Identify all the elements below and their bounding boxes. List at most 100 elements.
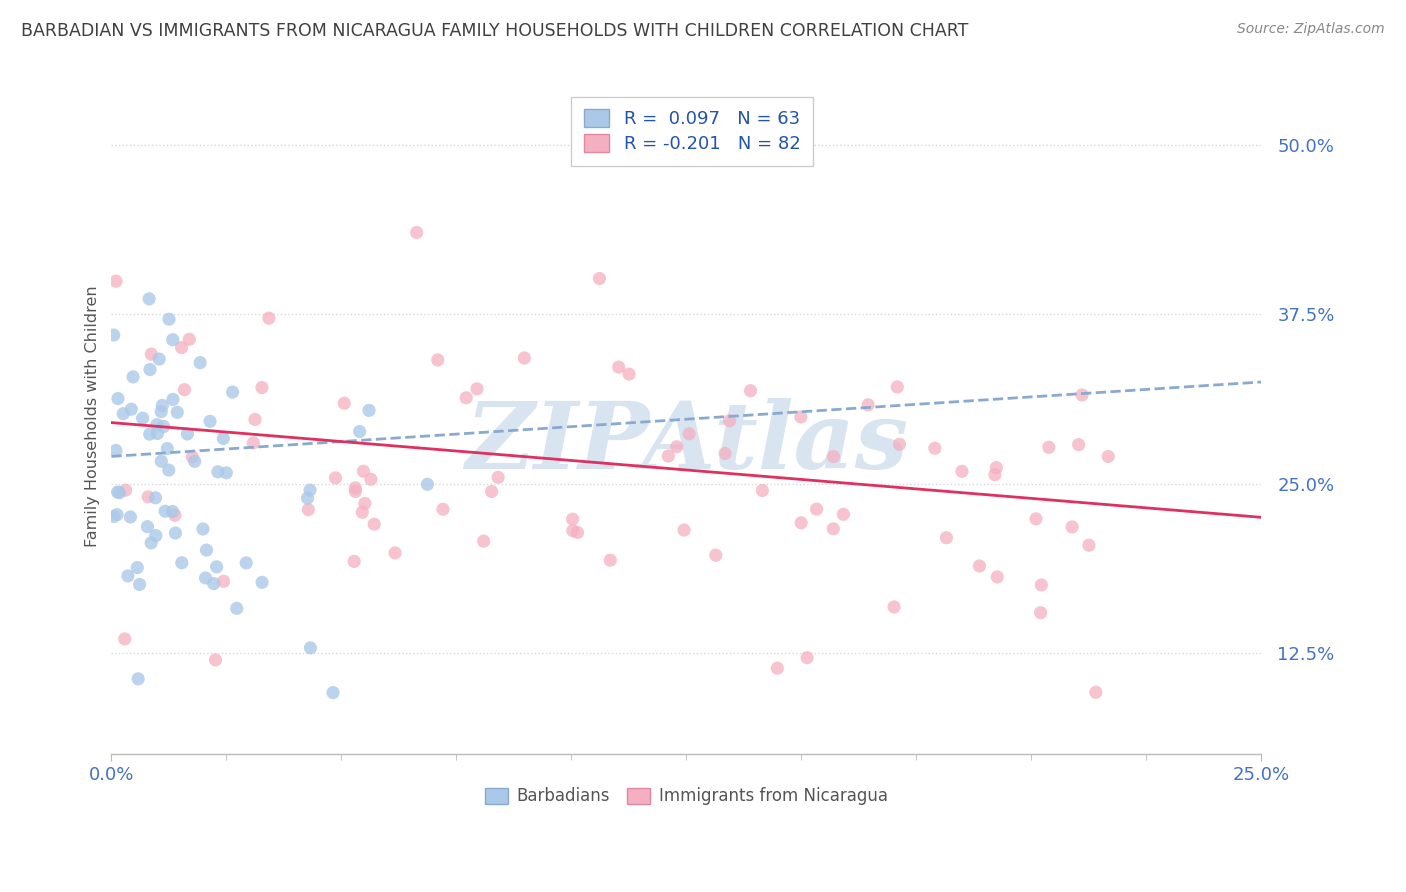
Point bbox=[806, 502, 828, 516]
Point bbox=[152, 419, 174, 434]
Point bbox=[105, 508, 128, 522]
Point bbox=[299, 640, 322, 655]
Point bbox=[128, 577, 150, 591]
Point bbox=[344, 481, 367, 495]
Point bbox=[353, 496, 375, 510]
Point bbox=[333, 396, 356, 410]
Point bbox=[740, 384, 762, 398]
Point bbox=[165, 526, 187, 541]
Point bbox=[1077, 538, 1099, 552]
Point bbox=[127, 672, 149, 686]
Point bbox=[297, 491, 319, 505]
Point bbox=[1097, 450, 1119, 464]
Point bbox=[1062, 520, 1084, 534]
Y-axis label: Family Households with Children: Family Households with Children bbox=[86, 285, 100, 547]
Point bbox=[1031, 578, 1053, 592]
Point bbox=[250, 575, 273, 590]
Point bbox=[352, 464, 374, 478]
Point bbox=[657, 449, 679, 463]
Point bbox=[166, 405, 188, 419]
Point bbox=[856, 398, 879, 412]
Point bbox=[150, 404, 173, 418]
Point bbox=[138, 427, 160, 442]
Point bbox=[704, 548, 727, 562]
Point bbox=[472, 534, 495, 549]
Point bbox=[207, 465, 229, 479]
Point bbox=[298, 483, 321, 497]
Point bbox=[250, 380, 273, 394]
Point bbox=[173, 383, 195, 397]
Point bbox=[194, 571, 217, 585]
Point bbox=[108, 485, 131, 500]
Point bbox=[561, 512, 583, 526]
Point bbox=[148, 352, 170, 367]
Point bbox=[136, 490, 159, 504]
Point bbox=[343, 554, 366, 568]
Point bbox=[139, 362, 162, 376]
Point bbox=[157, 463, 180, 477]
Point bbox=[384, 546, 406, 560]
Point bbox=[1038, 440, 1060, 454]
Point bbox=[416, 477, 439, 491]
Point bbox=[935, 531, 957, 545]
Point bbox=[170, 341, 193, 355]
Point bbox=[986, 460, 1008, 475]
Point bbox=[145, 491, 167, 505]
Point bbox=[103, 328, 125, 343]
Point bbox=[243, 412, 266, 426]
Point bbox=[889, 437, 911, 451]
Point bbox=[344, 484, 367, 499]
Point bbox=[969, 559, 991, 574]
Point bbox=[567, 525, 589, 540]
Point bbox=[122, 370, 145, 384]
Point bbox=[561, 524, 583, 538]
Point bbox=[198, 414, 221, 428]
Point bbox=[103, 509, 125, 524]
Point bbox=[588, 271, 610, 285]
Point bbox=[156, 442, 179, 456]
Point bbox=[718, 414, 741, 428]
Point bbox=[950, 464, 973, 478]
Point bbox=[924, 442, 946, 456]
Point bbox=[176, 426, 198, 441]
Point bbox=[225, 601, 247, 615]
Point bbox=[242, 436, 264, 450]
Point bbox=[114, 632, 136, 646]
Point bbox=[202, 576, 225, 591]
Point bbox=[883, 599, 905, 614]
Point bbox=[673, 523, 696, 537]
Point bbox=[205, 559, 228, 574]
Point bbox=[322, 686, 344, 700]
Point bbox=[139, 536, 162, 550]
Point bbox=[363, 517, 385, 532]
Point bbox=[162, 504, 184, 518]
Point bbox=[486, 470, 509, 484]
Point bbox=[162, 333, 184, 347]
Point bbox=[481, 484, 503, 499]
Text: BARBADIAN VS IMMIGRANTS FROM NICARAGUA FAMILY HOUSEHOLDS WITH CHILDREN CORRELATI: BARBADIAN VS IMMIGRANTS FROM NICARAGUA F… bbox=[21, 22, 969, 40]
Point bbox=[120, 510, 142, 524]
Point bbox=[325, 471, 347, 485]
Text: ZIPAtlas: ZIPAtlas bbox=[465, 398, 908, 488]
Point bbox=[136, 519, 159, 533]
Point bbox=[183, 454, 205, 468]
Point bbox=[162, 392, 184, 407]
Point bbox=[117, 569, 139, 583]
Point bbox=[146, 417, 169, 432]
Point bbox=[790, 516, 813, 530]
Text: Source: ZipAtlas.com: Source: ZipAtlas.com bbox=[1237, 22, 1385, 37]
Point bbox=[107, 485, 129, 500]
Point bbox=[212, 432, 235, 446]
Point bbox=[607, 360, 630, 375]
Point bbox=[796, 650, 818, 665]
Point bbox=[215, 466, 238, 480]
Legend: Barbadians, Immigrants from Nicaragua: Barbadians, Immigrants from Nicaragua bbox=[477, 779, 896, 814]
Point bbox=[986, 570, 1008, 584]
Point bbox=[131, 411, 153, 425]
Point bbox=[766, 661, 789, 675]
Point bbox=[146, 426, 169, 441]
Point bbox=[235, 556, 257, 570]
Point bbox=[513, 351, 536, 365]
Point bbox=[1067, 437, 1090, 451]
Point bbox=[257, 311, 280, 326]
